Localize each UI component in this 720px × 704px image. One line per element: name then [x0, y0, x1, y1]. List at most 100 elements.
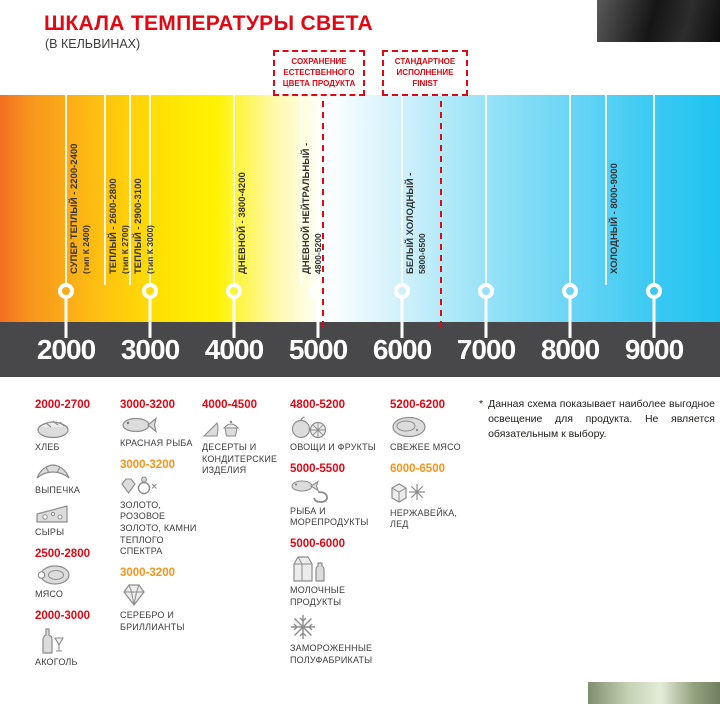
axis-tick-7000: 7000: [456, 334, 516, 365]
alcohol-icon: [35, 626, 109, 654]
zone-label-rotated: СУПЕР ТЕПЛЫЙ - 2200-2400 (тип К 2400): [69, 98, 92, 274]
food-label: КРАСНАЯ РЫБА: [120, 438, 193, 448]
food-item: ХЛЕБ: [35, 415, 109, 454]
temperature-range: 4800-5200: [290, 399, 345, 411]
temperature-gradient-bar: [0, 95, 720, 322]
food-label: ЗАМОРОЖЕННЫЕ ПОЛУФАБРИКАТЫ: [290, 643, 373, 666]
scale-guide-line: [149, 95, 151, 285]
axis-tick-5000: 5000: [288, 334, 348, 365]
food-label: ЗОЛОТО, РОЗОВОЕ ЗОЛОТО, КАМНИ ТЕПЛОГО СП…: [120, 499, 197, 557]
zone-label-text: ДНЕВНОЙ НЕЙТРАЛЬНЫЙ -: [301, 142, 312, 274]
dessert-icon: [202, 415, 284, 439]
temperature-range: 5000-5500: [290, 462, 345, 475]
marker-stem: [568, 296, 572, 338]
axis-tick-4000: 4000: [204, 334, 264, 365]
marker-circle: [142, 283, 158, 299]
scale-guide-line: [129, 95, 131, 285]
zone-label-rotated: ХОЛОДНЫЙ - 8000-9000: [609, 98, 621, 274]
page-subtitle: (В КЕЛЬВИНАХ): [45, 37, 141, 51]
callout-line: ИСПОЛНЕНИЕ: [396, 67, 454, 77]
marker-circle: [310, 283, 326, 299]
scale-guide-line: [300, 95, 302, 285]
callout-line: СТАНДАРТНОЕ: [394, 57, 456, 66]
zone-label-rotated: ТЕПЛЫЙ - 2900-3100 (тип К 3000): [133, 98, 156, 274]
zone-label-rotated: ДНЕВНОЙ - 3800-4200: [237, 98, 249, 274]
food-label: ВЫПЕЧКА: [35, 484, 81, 495]
zone-label-subtext: (тип К 2400): [81, 224, 92, 274]
ice-icon: [390, 479, 472, 505]
zone-label-subtext: (тип К 3000): [145, 224, 156, 274]
marker-circle: [562, 283, 578, 299]
scale-guide-line: [605, 95, 607, 285]
food-item: МЯСО: [35, 564, 109, 601]
scale-guide-line: [653, 95, 655, 285]
callout-standard-finist: СТАНДАРТНОЕ ИСПОЛНЕНИЕ FINIST: [382, 50, 468, 97]
marker-circle: [394, 283, 410, 299]
food-label: ДЕСЕРТЫ И КОНДИТЕРСКИЕ ИЗДЕЛИЯ: [202, 442, 278, 476]
food-label: СЫРЫ: [35, 527, 65, 538]
marker-stem: [64, 296, 68, 338]
marker-stem: [652, 296, 656, 338]
food-label: ХЛЕБ: [35, 442, 60, 452]
food-label: СВЕЖЕЕ МЯСО: [390, 442, 461, 452]
marker-stem: [316, 296, 320, 338]
diamond-icon: [120, 583, 200, 607]
axis-tick-8000: 8000: [540, 334, 600, 365]
food-label: НЕРЖАВЕЙКА, ЛЕД: [390, 507, 458, 530]
axis-tick-9000: 9000: [624, 334, 684, 365]
zone-label-text: ТЕПЛЫЙ - 2900-3100: [133, 178, 144, 274]
food-item: МОЛОЧНЫЕ ПРОДУКТЫ: [290, 554, 390, 608]
callout-line: ЦВЕТА ПРОДУКТА: [282, 78, 356, 88]
temperature-range: 3000-3200: [120, 399, 175, 411]
temperature-range: 2000-3000: [35, 609, 90, 622]
marker-circle: [226, 283, 242, 299]
dashed-guide-line: [322, 90, 324, 332]
frozen-food-photo: [588, 682, 720, 704]
food-item: НЕРЖАВЕЙКА, ЛЕД: [390, 479, 472, 531]
zone-label-subtext: 5800-6500: [417, 233, 428, 274]
axis-tick-3000: 3000: [120, 334, 180, 365]
scale-guide-line: [569, 95, 571, 285]
marker-stem: [232, 296, 236, 338]
temperature-range: 4000-4500: [202, 399, 257, 411]
food-label: АКОГОЛЬ: [35, 656, 78, 667]
scale-guide-line: [233, 95, 235, 285]
marker-circle: [646, 283, 662, 299]
callout-line: СОХРАНЕНИЕ: [291, 57, 347, 66]
fresh-meat-icon: [390, 415, 472, 439]
temperature-range: 3000-3200: [120, 567, 175, 580]
meat-icon: [35, 564, 109, 586]
food-column: 3000-3200 КРАСНАЯ РЫБА 3000-3200 ЗОЛОТО, РО…: [120, 390, 200, 640]
axis-tick-2000: 2000: [36, 334, 96, 365]
food-label: МЯСО: [35, 589, 64, 600]
footnote-marker: *: [479, 398, 484, 410]
footnote-text: Данная схема показывает наиболее выгодно…: [488, 398, 715, 441]
food-item: ЗОЛОТО, РОЗОВОЕ ЗОЛОТО, КАМНИ ТЕПЛОГО СП…: [120, 475, 200, 558]
kelvin-axis-bar: [0, 322, 720, 377]
callout-line: ЕСТЕСТВЕННОГО: [283, 67, 355, 77]
food-item: РЫБА И МОРЕПРОДУКТЫ: [290, 479, 390, 529]
zone-label-text: ХОЛОДНЫЙ - 8000-9000: [609, 163, 620, 274]
dashed-guide-line: [440, 90, 442, 332]
food-column: 4000-4500 ДЕСЕРТЫ И КОНДИТЕРСКИЕ ИЗДЕЛИЯ: [202, 390, 284, 483]
gold-icon: [120, 475, 200, 497]
zone-label-rotated: БЕЛЫЙ ХОЛОДНЫЙ -5800-6500: [405, 98, 428, 274]
scale-guide-line: [317, 95, 319, 285]
food-item: ДЕСЕРТЫ И КОНДИТЕРСКИЕ ИЗДЕЛИЯ: [202, 415, 284, 477]
scale-guide-line: [485, 95, 487, 285]
food-item: КРАСНАЯ РЫБА: [120, 415, 200, 450]
scale-guide-line: [65, 95, 67, 285]
temperature-range: 6000-6500: [390, 462, 445, 475]
marker-circle: [478, 283, 494, 299]
food-label: СЕРЕБРО И БРИЛЛИАНТЫ: [120, 610, 185, 632]
food-column: 5200-6200 СВЕЖЕЕ МЯСО 6000-6500 НЕРЖАВЕЙКА,…: [390, 390, 472, 537]
marker-stem: [400, 296, 404, 338]
marker-circle: [58, 283, 74, 299]
food-column: 2000-2700 ХЛЕБ ВЫПЕЧКА СЫРЫ 2500-2800 МЯСО 200…: [35, 390, 109, 674]
zone-label-text: ДНЕВНОЙ - 3800-4200: [237, 172, 248, 274]
scale-guide-line: [104, 95, 106, 285]
temperature-range: 5000-6000: [290, 538, 345, 551]
fish-icon: [120, 415, 200, 435]
zone-label-text: ТЕПЛЫЙ - 2600-2800: [108, 178, 119, 274]
